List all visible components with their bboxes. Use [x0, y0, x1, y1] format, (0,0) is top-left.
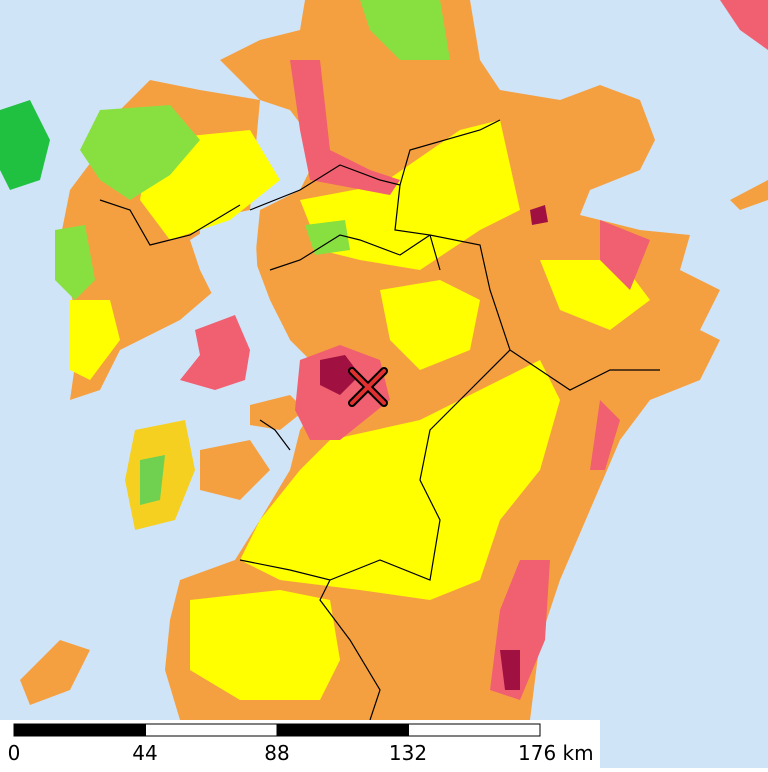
epicenter-marker	[348, 367, 388, 407]
hazard-green	[55, 0, 450, 505]
hazard-dark-red	[320, 205, 548, 690]
hazard-dark-green	[0, 100, 50, 190]
scale-label: 0	[8, 741, 21, 765]
prefecture-borders	[99, 119, 660, 721]
scale-label: 132	[389, 741, 427, 765]
scale-bar: 0 44 88 132 176 km	[0, 720, 600, 768]
scale-label: 176 km	[518, 741, 594, 765]
scale-label: 44	[132, 741, 157, 765]
scale-label: 88	[264, 741, 289, 765]
